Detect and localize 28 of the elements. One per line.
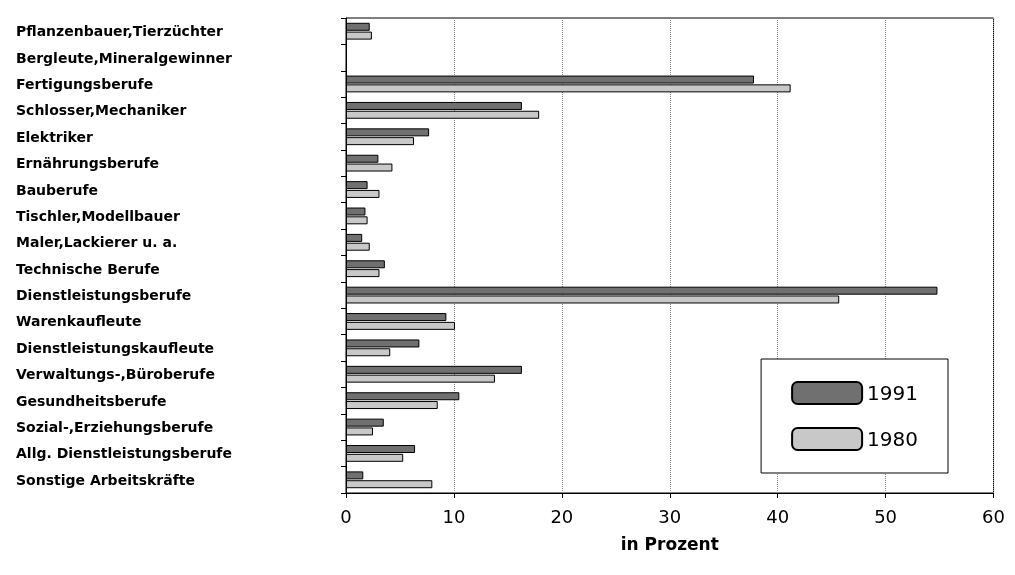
x-tick-label: 30 <box>658 505 682 527</box>
x-tick-label: 50 <box>874 505 898 527</box>
legend-label: 1980 <box>867 427 919 451</box>
y-tick-label: Maler,Lackierer u. a. <box>16 234 178 251</box>
x-tick-label: 0 <box>340 505 352 527</box>
y-tick-label: Warenkaufleute <box>16 313 142 330</box>
y-tick-label: Verwaltungs-,Büroberufe <box>16 366 215 383</box>
x-tick-label: 40 <box>766 505 790 527</box>
y-tick-label: Dienstleistungskaufleute <box>16 339 215 356</box>
y-tick-label: Bauberufe <box>16 181 99 198</box>
y-tick-label: Elektriker <box>16 128 93 145</box>
x-tick-label: 10 <box>442 505 466 527</box>
x-axis-title: in Prozent <box>620 533 719 554</box>
y-tick-label: Fertigungsberufe <box>16 75 154 92</box>
y-tick-label: Tischler,Modellbauer <box>16 207 180 224</box>
x-tick-label: 20 <box>550 505 574 527</box>
y-tick-label: Sozial-,Erziehungsberufe <box>16 419 214 436</box>
y-tick-label: Pflanzenbauer,Tierzüchter <box>16 23 224 40</box>
legend-label: 1991 <box>867 381 919 405</box>
y-tick-label: Technische Berufe <box>16 260 160 277</box>
y-tick-label: Ernährungsberufe <box>16 155 160 172</box>
y-tick-label: Bergleute,Mineralgewinner <box>16 49 232 66</box>
y-tick-label: Schlosser,Mechaniker <box>16 102 187 119</box>
y-tick-label: Allg. Dienstleistungsberufe <box>16 445 232 462</box>
y-tick-label: Gesundheitsberufe <box>16 392 167 409</box>
y-tick-label: Dienstleistungsberufe <box>16 287 192 304</box>
y-tick-label: Sonstige Arbeitskräfte <box>16 471 195 488</box>
x-tick-label: 60 <box>982 505 1005 527</box>
